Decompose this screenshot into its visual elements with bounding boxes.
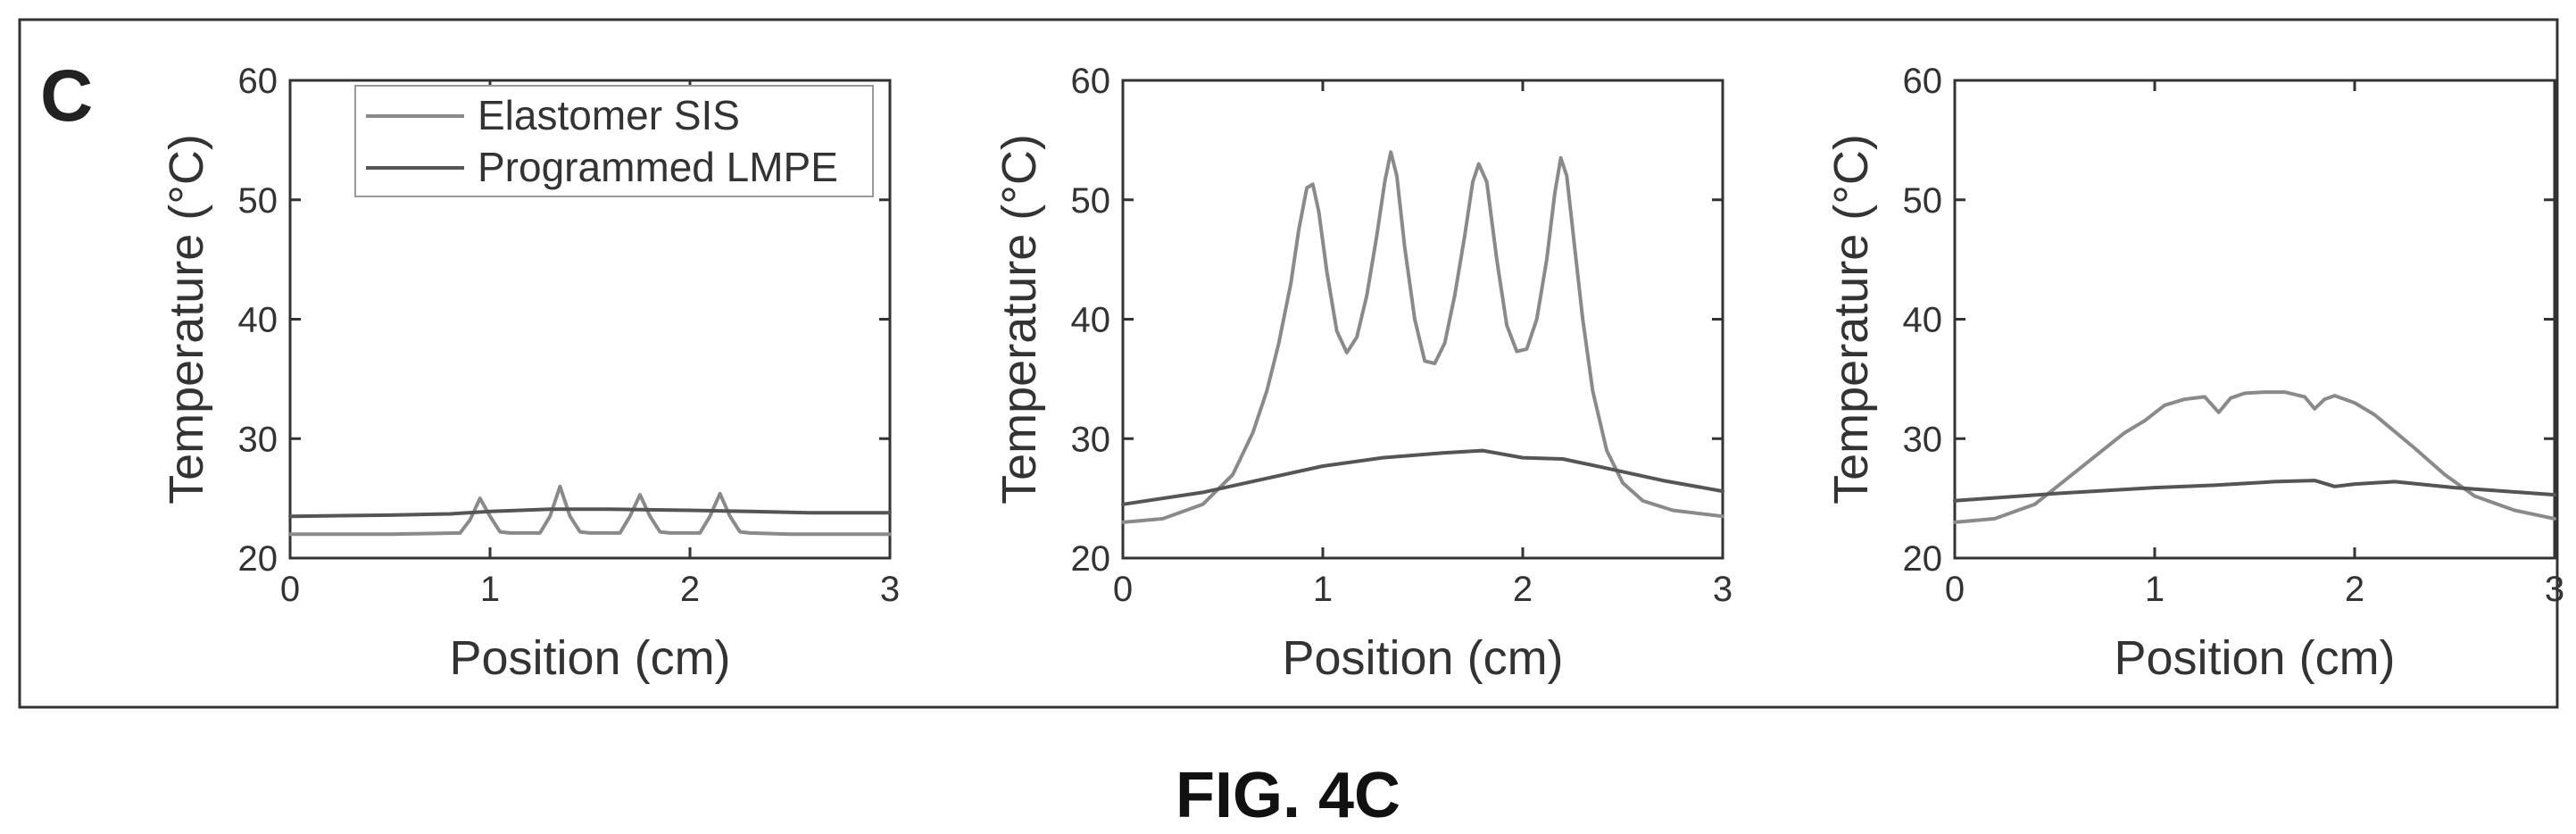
chart2-ytick-label-3: 50	[1071, 181, 1111, 221]
chart3-ylabel: Temperature (°C)	[1824, 134, 1878, 505]
panel-label: C	[40, 55, 93, 137]
chart2-xtick-label-2: 2	[1513, 570, 1533, 609]
chart-panel-1: 0 1 2 3 20 30 40 50 60 Position (cm) Temperature (…	[160, 62, 900, 685]
chart3-ytick-label-2: 40	[1903, 301, 1943, 340]
chart2-xtick-label-1: 1	[1313, 570, 1333, 609]
chart1-ytick-label-1: 30	[238, 420, 278, 459]
chart3-xtick-label-2: 2	[2345, 570, 2364, 609]
chart2-ytick-label-1: 30	[1071, 420, 1111, 459]
chart2-ytick-label-4: 60	[1071, 62, 1111, 101]
chart3-ytick-label-4: 60	[1903, 62, 1943, 101]
chart1-xlabel: Position (cm)	[449, 631, 730, 685]
chart3-axes-frame	[1953, 79, 2556, 560]
chart1-ytick-label-0: 20	[238, 539, 278, 579]
chart1-ytick-label-4: 60	[238, 62, 278, 101]
chart2-xlabel: Position (cm)	[1282, 631, 1563, 685]
chart2-axes-frame	[1121, 79, 1724, 560]
legend-label-elastomer-sis: Elastomer SIS	[478, 92, 740, 138]
chart3-xlabel: Position (cm)	[2114, 631, 2395, 685]
figure-caption: FIG. 4C	[1176, 760, 1400, 831]
chart1-ylabel: Temperature (°C)	[160, 134, 213, 505]
legend: Elastomer SIS Programmed LMPE	[354, 85, 874, 197]
legend-label-programmed-lmpe: Programmed LMPE	[478, 144, 838, 190]
chart3-series-line-elastomer-sis	[1953, 390, 2556, 524]
chart1-series-line-elastomer-sis	[288, 484, 892, 537]
chart2-ytick-label-2: 40	[1071, 301, 1111, 340]
chart2-series-line-programmed-lmpe	[1121, 448, 1724, 506]
chart3-series-line-programmed-lmpe	[1953, 479, 2556, 503]
chart1-ytick-label-3: 50	[238, 181, 278, 221]
chart3-ytick-label-0: 20	[1903, 539, 1943, 579]
figure-border	[18, 18, 2559, 709]
chart1-ytick-label-2: 40	[238, 301, 278, 340]
chart1-xtick-label-0: 0	[280, 570, 300, 609]
chart1-xtick-label-3: 3	[880, 570, 900, 609]
chart3-xtick-label-3: 3	[2545, 570, 2564, 609]
chart3-xtick-label-1: 1	[2145, 570, 2165, 609]
chart-panel-2: 0 1 2 3 20 30 40 50 60 Position (cm) Temperature (…	[993, 62, 1733, 685]
chart2-ytick-label-0: 20	[1071, 539, 1111, 579]
chart3-xtick-label-0: 0	[1945, 570, 1965, 609]
chart2-series-line-elastomer-sis	[1121, 150, 1724, 524]
chart1-xtick-label-2: 2	[680, 570, 700, 609]
chart2-xtick-label-0: 0	[1113, 570, 1133, 609]
chart1-series-line-programmed-lmpe	[288, 507, 892, 519]
chart2-xtick-label-3: 3	[1713, 570, 1733, 609]
chart2-ylabel: Temperature (°C)	[993, 134, 1046, 505]
legend-box	[354, 85, 874, 197]
chart-panel-3: 0 1 2 3 20 30 40 50 60 Position (cm) Temperature (…	[1824, 62, 2564, 685]
chart3-ytick-label-1: 30	[1903, 420, 1943, 459]
chart3-ytick-label-3: 50	[1903, 181, 1943, 221]
chart1-xtick-label-1: 1	[480, 570, 500, 609]
